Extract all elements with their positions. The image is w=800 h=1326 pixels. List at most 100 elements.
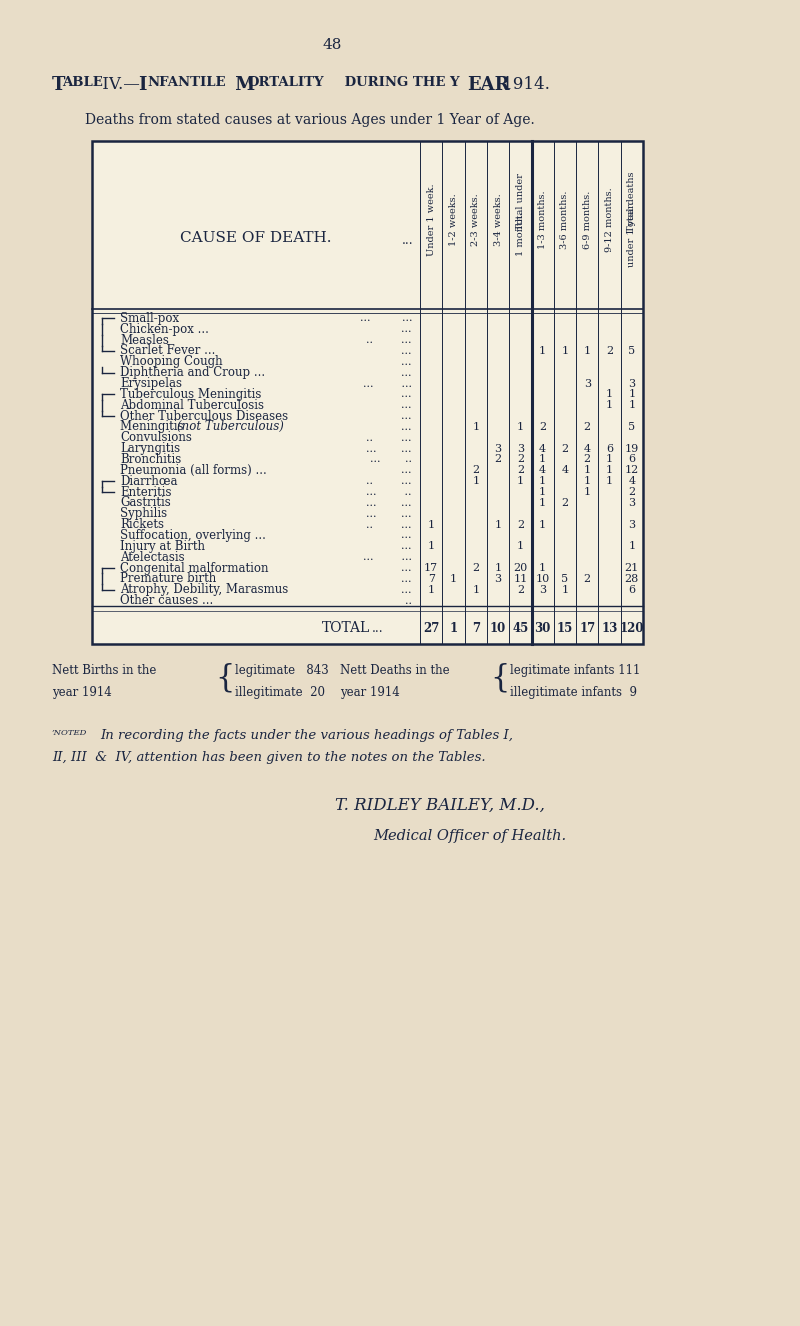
Text: 1: 1 (427, 520, 434, 529)
Text: 6-9 months.: 6-9 months. (582, 191, 592, 249)
Text: Gastritis: Gastritis (120, 496, 170, 509)
Text: 1: 1 (606, 455, 613, 464)
Text: year 1914: year 1914 (340, 686, 400, 699)
Text: 1: 1 (606, 476, 613, 487)
Text: 2: 2 (562, 444, 569, 453)
Text: 9-12 months.: 9-12 months. (605, 187, 614, 252)
Text: 5: 5 (562, 574, 569, 583)
Text: Nett Births in the: Nett Births in the (52, 664, 156, 678)
Text: TOTAL: TOTAL (322, 621, 370, 635)
Text: 20: 20 (514, 564, 527, 573)
Text: 1: 1 (472, 422, 479, 432)
Text: Scarlet Fever ...: Scarlet Fever ... (120, 345, 215, 358)
Text: 48: 48 (322, 38, 342, 52)
Text: ..        ...: .. ... (366, 432, 412, 443)
Text: 2: 2 (517, 455, 524, 464)
Text: Erysipelas: Erysipelas (120, 377, 182, 390)
Text: ...: ... (402, 585, 412, 595)
Text: ...       ...: ... ... (366, 509, 412, 518)
Text: Syphilis: Syphilis (120, 508, 167, 520)
Text: 1: 1 (517, 422, 524, 432)
Text: ...: ... (402, 390, 412, 399)
Text: Injury at Birth: Injury at Birth (120, 540, 205, 553)
Text: ...       ...: ... ... (366, 444, 412, 453)
Text: 2: 2 (584, 422, 591, 432)
Text: 3: 3 (584, 378, 591, 389)
Text: 1: 1 (539, 564, 546, 573)
Text: ...: ... (402, 574, 412, 583)
Text: 11: 11 (514, 574, 527, 583)
Text: 6: 6 (628, 455, 635, 464)
Text: Other Tuberculous Diseases: Other Tuberculous Diseases (120, 410, 288, 423)
Text: 1: 1 (539, 487, 546, 497)
Text: IV.—: IV.— (97, 76, 140, 93)
Text: Diarrhœa: Diarrhœa (120, 475, 178, 488)
Text: 1: 1 (427, 541, 434, 552)
Text: 1: 1 (539, 455, 546, 464)
Text: 1: 1 (562, 585, 569, 595)
Text: 120: 120 (620, 622, 644, 635)
Text: 17: 17 (579, 622, 595, 635)
Text: 45: 45 (512, 622, 529, 635)
Text: Other causes ...: Other causes ... (120, 594, 214, 607)
Text: 4: 4 (584, 444, 591, 453)
Text: 7: 7 (428, 574, 434, 583)
Text: ...        ..: ... .. (366, 487, 412, 497)
Text: 1: 1 (539, 476, 546, 487)
Text: ...: ... (402, 233, 414, 247)
Text: EAR: EAR (467, 76, 510, 94)
Text: In recording the facts under the various headings of Tables I,: In recording the facts under the various… (100, 729, 513, 743)
Text: 4: 4 (539, 465, 546, 475)
Text: Nett Deaths in the: Nett Deaths in the (340, 664, 450, 678)
Text: 2: 2 (494, 455, 502, 464)
Text: 1: 1 (584, 476, 591, 487)
Text: 1: 1 (472, 476, 479, 487)
Text: 1: 1 (628, 400, 635, 410)
Text: 1: 1 (584, 487, 591, 497)
Text: 10: 10 (490, 622, 506, 635)
Text: Suffocation, overlying ...: Suffocation, overlying ... (120, 529, 266, 542)
Text: ...: ... (402, 530, 412, 541)
Text: ...         ...: ... ... (359, 313, 412, 324)
Text: 10: 10 (535, 574, 550, 583)
Text: ...: ... (402, 465, 412, 475)
Text: 3: 3 (539, 585, 546, 595)
Text: DURING THE Y: DURING THE Y (340, 76, 460, 89)
Text: II, III  &  IV, attention has been given to the notes on the Tables.: II, III & IV, attention has been given t… (52, 751, 486, 764)
Text: Deaths from stated causes at various Ages under 1 Year of Age.: Deaths from stated causes at various Age… (85, 113, 534, 127)
Text: 2: 2 (539, 422, 546, 432)
Text: 21: 21 (625, 564, 639, 573)
Text: legitimate infants 111: legitimate infants 111 (510, 664, 640, 678)
Text: ...: ... (402, 325, 412, 334)
Text: 6: 6 (628, 585, 635, 595)
Text: 3: 3 (628, 520, 635, 529)
Text: Meningitis: Meningitis (120, 420, 187, 434)
Text: Pneumonia (all forms) ...: Pneumonia (all forms) ... (120, 464, 266, 477)
Text: CAUSE OF DEATH.: CAUSE OF DEATH. (180, 232, 332, 245)
Text: Premature birth: Premature birth (120, 573, 216, 585)
Text: Under 1 week.: Under 1 week. (426, 184, 436, 256)
Text: Whooping Cough: Whooping Cough (120, 355, 222, 369)
Text: 1: 1 (606, 390, 613, 399)
Text: illegitimate  20: illegitimate 20 (235, 686, 325, 699)
Text: 3: 3 (517, 444, 524, 453)
Text: Measles: Measles (120, 334, 169, 346)
Text: 1: 1 (539, 520, 546, 529)
Text: 19: 19 (625, 444, 639, 453)
Text: 3-6 months.: 3-6 months. (561, 191, 570, 249)
Text: Total deaths: Total deaths (627, 172, 636, 232)
Text: 1: 1 (427, 585, 434, 595)
Text: 1: 1 (450, 574, 457, 583)
Text: ORTALITY: ORTALITY (248, 76, 325, 89)
Text: 1: 1 (606, 400, 613, 410)
Text: 1-3 months.: 1-3 months. (538, 191, 547, 249)
Text: Diphtheria and Croup ...: Diphtheria and Croup ... (120, 366, 265, 379)
Text: 28: 28 (625, 574, 639, 583)
Text: Laryngitis: Laryngitis (120, 442, 180, 455)
Text: Atelectasis: Atelectasis (120, 550, 185, 564)
Text: I: I (138, 76, 146, 94)
Text: 1914.: 1914. (497, 76, 550, 93)
Text: 5: 5 (628, 346, 635, 355)
Text: 3: 3 (494, 574, 502, 583)
Text: 1: 1 (517, 476, 524, 487)
